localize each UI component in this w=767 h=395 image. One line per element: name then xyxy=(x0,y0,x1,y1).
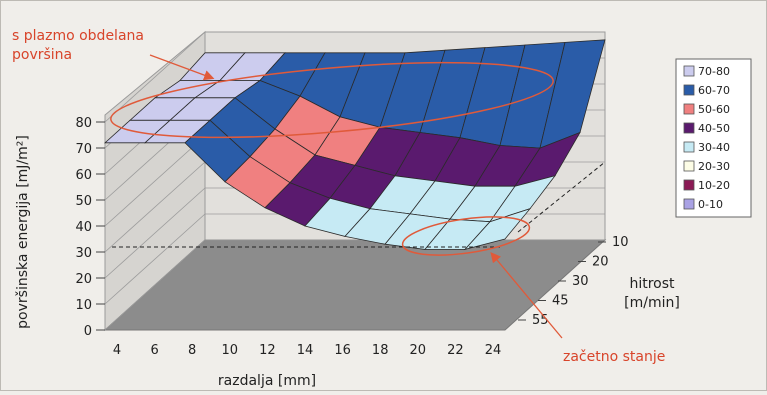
legend-label: 70-80 xyxy=(698,65,730,78)
legend-swatch xyxy=(683,103,695,115)
annotation-arrow xyxy=(149,54,215,81)
depth-axis-label: hitrost xyxy=(629,276,675,292)
x-tick-label: 16 xyxy=(334,343,351,358)
annotation-plasma-line2: površina xyxy=(12,47,72,63)
x-tick-label: 6 xyxy=(150,343,158,358)
x-axis-label: razdalja [mm] xyxy=(218,373,316,389)
annotation-initial: začetno stanje xyxy=(563,349,665,365)
x-tick-label: 8 xyxy=(188,343,196,358)
y-tick-label: 40 xyxy=(75,220,92,235)
depth-tick-label: 10 xyxy=(612,235,629,250)
legend-swatch xyxy=(683,84,695,96)
x-tick-label: 18 xyxy=(372,343,389,358)
annotation-plasma: s plazmo obdelana xyxy=(12,28,144,44)
x-tick-label: 4 xyxy=(113,343,121,358)
legend-swatch xyxy=(683,198,695,210)
y-tick-label: 50 xyxy=(75,194,92,209)
legend-label: 50-60 xyxy=(698,103,730,116)
y-tick-label: 30 xyxy=(75,246,92,261)
legend-label: 10-20 xyxy=(698,179,730,192)
depth-tick-label: 45 xyxy=(552,294,569,309)
annotation-ellipse-initial xyxy=(401,216,531,256)
y-tick-label: 70 xyxy=(75,142,92,157)
y-tick-labels: 0 10 20 30 40 50 60 70 80 xyxy=(75,116,105,339)
y-tick-label: 80 xyxy=(75,116,92,131)
depth-axis-label-unit: [m/min] xyxy=(624,295,680,311)
legend-swatch xyxy=(683,65,695,77)
y-tick-label: 0 xyxy=(84,324,92,339)
legend-label: 0-10 xyxy=(698,198,723,211)
legend-label: 60-70 xyxy=(698,84,730,97)
x-tick-label: 10 xyxy=(222,343,239,358)
x-tick-label: 20 xyxy=(410,343,427,358)
legend-label: 30-40 xyxy=(698,141,730,154)
legend: 70-80 60-70 50-60 40-50 30-40 20-30 10-20 0-10 xyxy=(683,65,730,211)
x-tick-label: 14 xyxy=(297,343,314,358)
x-tick-label: 24 xyxy=(485,343,502,358)
depth-tick-label: 20 xyxy=(592,255,609,270)
y-tick-label: 10 xyxy=(75,298,92,313)
legend-swatch xyxy=(683,179,695,191)
depth-tick-label: 55 xyxy=(532,313,549,328)
reference-line xyxy=(517,161,606,233)
legend-swatch xyxy=(683,122,695,134)
annotation-arrow xyxy=(490,252,563,339)
y-tick-label: 20 xyxy=(75,272,92,287)
annotation-ellipse-plasma xyxy=(110,61,554,139)
y-tick-label: 60 xyxy=(75,168,92,183)
x-tick-label: 22 xyxy=(447,343,464,358)
legend-box xyxy=(675,58,752,218)
legend-label: 20-30 xyxy=(698,160,730,173)
y-axis-label: površinska energija [mJ/m²] xyxy=(15,135,31,329)
x-tick-labels: 4 6 8 10 12 14 16 18 20 22 24 xyxy=(113,343,501,358)
gridline xyxy=(104,31,605,123)
legend-swatch xyxy=(683,141,695,153)
legend-label: 40-50 xyxy=(698,122,730,135)
x-tick-label: 12 xyxy=(259,343,276,358)
depth-tick-label: 30 xyxy=(572,274,589,289)
legend-swatch xyxy=(683,160,695,172)
